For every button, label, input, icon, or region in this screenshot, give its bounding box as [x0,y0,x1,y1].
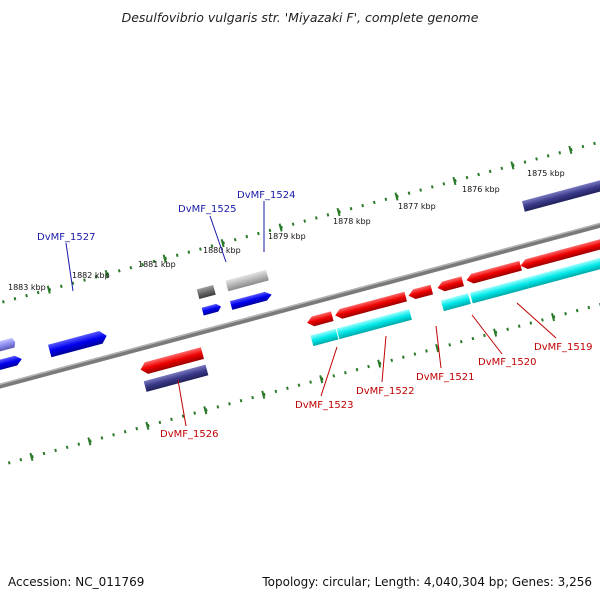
cds-dvmf-1519[interactable] [519,220,600,271]
leader-dvmf-1526 [177,379,187,427]
inner-major-ticks [29,312,556,461]
label-dvmf-1520[interactable]: DvMF_1520 [478,357,536,368]
cds-dvmf-1526[interactable] [139,347,204,375]
outer-major-tick [278,223,283,232]
outer-major-tick [46,285,51,294]
label-dvmf-1519[interactable]: DvMF_1519 [534,342,592,353]
cog-dvmf-1520 [440,293,471,312]
cog-dvmf-1524 [225,269,269,292]
tick-label-1875: 1875 kbp [527,169,565,178]
label-dvmf-1526[interactable]: DvMF_1526 [160,429,218,440]
cds-dvmf-1520[interactable] [436,276,464,292]
label-dvmf-1527[interactable]: DvMF_1527 [37,232,95,243]
leader-dvmf-1527 [65,242,74,292]
inner-major-tick [87,437,92,446]
map-track-group [0,127,600,474]
leader-dvmf-1523 [320,346,338,397]
tick-label-1877: 1877 kbp [398,202,436,211]
label-dvmf-1521[interactable]: DvMF_1521 [416,372,474,383]
cds-dvmf-1525[interactable] [201,303,222,316]
inner-major-tick [377,359,382,368]
leader-dvmf-1521 [435,325,442,369]
leader-dvmf-1520 [471,314,503,355]
cog-forward-left-edge [0,337,16,361]
outer-major-tick [104,270,109,279]
cds-dvmf-1527[interactable] [47,329,108,358]
inner-major-tick [319,375,324,384]
cog-dvmf-1525 [196,284,216,300]
cds-dvmf-1520b[interactable] [465,260,522,285]
outer-major-tick [510,161,515,170]
inner-major-tick [551,312,556,322]
accession-text: Accession: NC_011769 [8,575,144,589]
tick-label-1876: 1876 kbp [462,185,500,194]
genome-backbone [0,199,600,407]
inner-major-tick [29,452,34,461]
label-dvmf-1524[interactable]: DvMF_1524 [237,190,295,201]
inner-major-tick [435,344,440,353]
leader-dvmf-1519 [516,302,557,339]
cog-dvmf-1519 [525,237,600,289]
cds-dvmf-1521[interactable] [407,284,434,301]
cog-dvmf-1526 [143,364,209,392]
tick-label-1883: 1883 kbp [8,283,46,292]
cog-dvmf-1523 [310,328,339,347]
tick-label-1878: 1878 kbp [333,217,371,226]
inner-major-tick [493,328,498,337]
cog-dvmf-1520b [469,277,529,304]
outer-major-tick [568,145,573,155]
cds-dvmf-1522[interactable] [334,291,407,321]
forward-gene-labels: DvMF_1527 DvMF_1525 DvMF_1524 [37,190,295,292]
inner-major-tick [261,390,266,399]
label-dvmf-1522[interactable]: DvMF_1522 [356,386,414,397]
cds-forward-left-edge[interactable] [0,354,23,379]
tick-label-1881: 1881 kbp [138,260,176,269]
tick-label-1882: 1882 kbp [72,271,110,280]
reverse-gene-labels: DvMF_1526 DvMF_1523 DvMF_1522 DvMF_1521 … [160,302,592,440]
label-dvmf-1523[interactable]: DvMF_1523 [295,400,353,411]
outer-major-tick [452,176,457,186]
leader-dvmf-1525 [209,215,227,263]
tick-label-1879: 1879 kbp [268,232,306,241]
outer-major-tick [162,254,167,263]
cds-dvmf-1524[interactable] [229,290,273,310]
cog-dvmf-1522 [336,309,412,340]
inner-major-tick [145,421,150,430]
outer-major-tick [336,207,341,217]
outer-major-tick [220,238,225,248]
genome-summary-text: Topology: circular; Length: 4,040,304 bp… [261,575,592,589]
cog-dvmf-1519 [521,164,600,212]
label-dvmf-1525[interactable]: DvMF_1525 [178,204,236,215]
cds-dvmf-1523[interactable] [306,311,334,327]
genome-backbone-highlight [0,199,600,403]
outer-major-tick [394,192,399,201]
map-title: Desulfovibrio vulgaris str. 'Miyazaki F'… [122,10,479,25]
outer-major-ticks [46,145,573,294]
inner-major-tick [203,406,208,415]
leader-dvmf-1522 [381,335,387,383]
